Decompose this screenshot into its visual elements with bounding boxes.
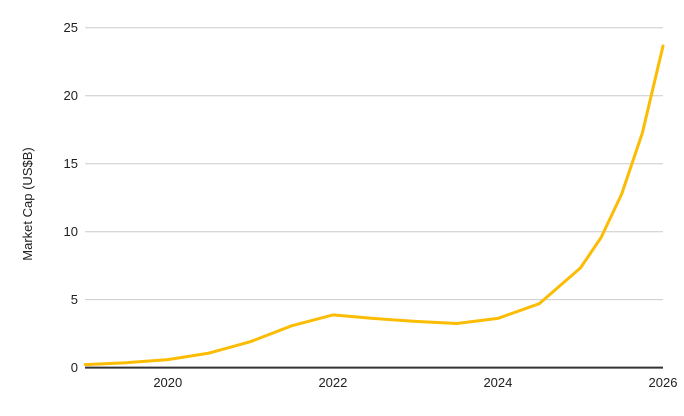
svg-text:2026: 2026 [649, 375, 678, 390]
svg-text:10: 10 [64, 224, 78, 239]
svg-text:2022: 2022 [318, 375, 347, 390]
svg-text:15: 15 [64, 156, 78, 171]
svg-text:25: 25 [64, 20, 78, 35]
svg-text:0: 0 [71, 360, 78, 375]
svg-text:Market Cap (US$B): Market Cap (US$B) [20, 147, 35, 260]
svg-text:5: 5 [71, 292, 78, 307]
svg-text:2024: 2024 [483, 375, 512, 390]
svg-text:20: 20 [64, 88, 78, 103]
svg-text:2020: 2020 [153, 375, 182, 390]
